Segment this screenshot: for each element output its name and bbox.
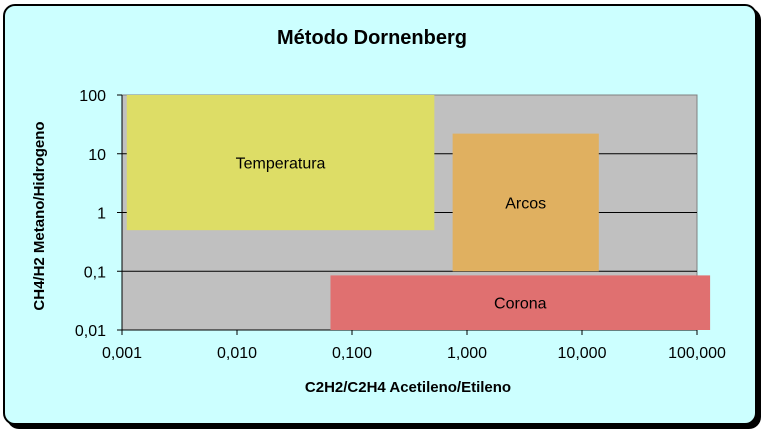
region-label: Arcos [505,195,546,212]
chart-title: Método Dornenberg [277,27,467,49]
x-axis-label: C2H2/C2H4 Acetileno/Etileno [305,379,511,396]
region-label: Corona [494,296,547,313]
y-axis-label: CH4/H2 Metano/Hidrogeno [31,121,48,310]
region-labels: Temperatura Arcos Corona [236,156,547,313]
region-label: Temperatura [236,156,326,173]
x-axis-ticks: 0,001 0,010 0,100 1,000 10,000 100,000 [102,330,726,362]
x-tick-label: 1,000 [447,345,487,362]
y-tick-label: 100 [79,88,106,105]
y-axis-ticks: 0,01 0,1 1 10 100 [75,88,122,340]
x-tick-label: 10,000 [558,345,607,362]
x-tick-label: 0,100 [332,345,372,362]
y-tick-label: 0,01 [75,323,106,340]
region-arcos [452,133,599,272]
y-tick-label: 10 [88,147,106,164]
y-tick-label: 1 [97,206,106,223]
x-tick-label: 100,000 [668,345,726,362]
regions [126,95,711,330]
y-tick-label: 0,1 [84,264,106,281]
region-corona [330,275,711,330]
x-tick-label: 0,010 [217,345,257,362]
region-temperatura [126,95,435,231]
x-tick-label: 0,001 [102,345,142,362]
